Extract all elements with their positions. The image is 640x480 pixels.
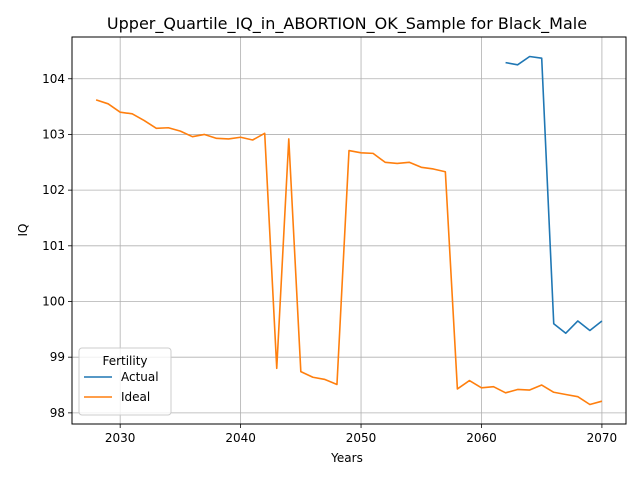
y-tick-label: 101: [42, 239, 65, 253]
y-tick-label: 99: [50, 350, 65, 364]
series-line-ideal: [95, 99, 603, 406]
y-tick-label: 100: [42, 294, 65, 308]
y-tick-label: 98: [50, 406, 65, 420]
series-lines: [95, 55, 603, 406]
y-tick-label: 102: [42, 183, 65, 197]
legend-label-ideal: Ideal: [121, 390, 150, 404]
x-axis-ticks: 2030 2040 2050 2060 2070: [105, 424, 617, 445]
x-tick-label: 2060: [466, 431, 497, 445]
chart-title: Upper_Quartile_IQ_in_ABORTION_OK_Sample …: [107, 14, 587, 34]
y-tick-label: 103: [42, 127, 65, 141]
y-axis-ticks: 98 99 100 101 102 103 104: [42, 72, 72, 420]
y-tick-label: 104: [42, 72, 65, 86]
legend-label-actual: Actual: [121, 370, 159, 384]
x-tick-label: 2030: [105, 431, 136, 445]
plot-frame: [71, 36, 627, 425]
x-axis-label: Years: [330, 451, 363, 465]
x-tick-label: 2070: [587, 431, 618, 445]
legend-box: [78, 347, 172, 416]
legend-title: Fertility: [102, 354, 147, 368]
series-line-actual: [505, 55, 603, 335]
y-axis-label: IQ: [16, 224, 30, 237]
x-tick-label: 2040: [225, 431, 256, 445]
legend: Fertility Actual Ideal: [78, 347, 172, 416]
x-tick-label: 2050: [346, 431, 377, 445]
